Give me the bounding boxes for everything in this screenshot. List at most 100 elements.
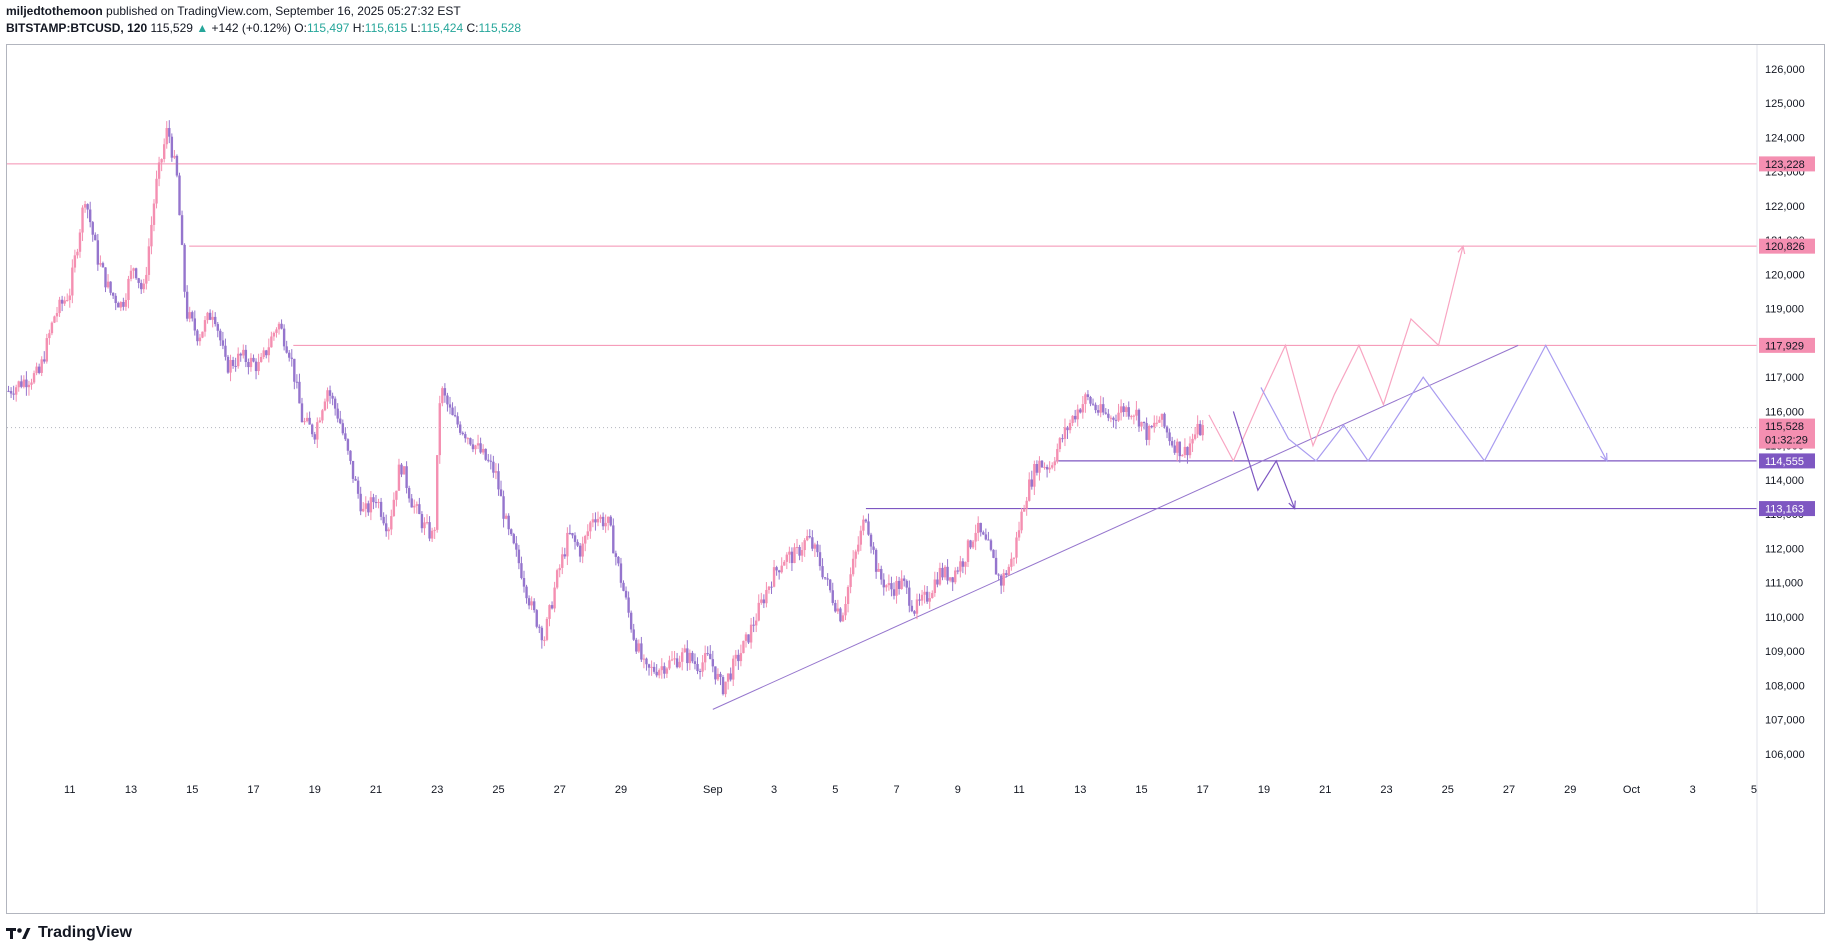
current-price-badge-bg [1759, 418, 1815, 449]
candle-body [474, 445, 477, 450]
candle-body [387, 529, 390, 532]
candle-body [367, 503, 370, 513]
candle-body [642, 658, 646, 660]
candle-body [1130, 416, 1133, 418]
candle-body [60, 299, 64, 304]
candle-body [293, 358, 296, 382]
time-axis: 11 13 15 17 19 21 23 25 27 29 Sep 3 5 7 9 11 13 15 17 19 21 2… [64, 784, 1757, 796]
candle-body [591, 519, 595, 523]
candle-body [66, 300, 69, 302]
chart-frame[interactable]: 106,000 107,000 108,000 109,000 110,000 111,0… [6, 44, 1825, 914]
candle-body [785, 554, 789, 562]
candle-body [910, 605, 914, 612]
candle-body [397, 464, 401, 491]
candle-body [515, 543, 518, 550]
candle-body [660, 666, 663, 671]
projection-arrowhead [1600, 452, 1608, 463]
candle-body [58, 299, 61, 314]
candle-body [800, 550, 804, 556]
candle-body [35, 366, 38, 374]
candle-body [1028, 479, 1031, 501]
candle-body [494, 471, 498, 473]
candle-body [86, 204, 89, 210]
candle-body [242, 349, 245, 356]
candle-body [627, 597, 630, 613]
level-badge-bg [1759, 156, 1815, 172]
candle-body [1176, 441, 1179, 453]
price-chart[interactable]: 106,000 107,000 108,000 109,000 110,000 111,0… [7, 45, 1824, 913]
candle-body [619, 563, 623, 583]
candle-body [150, 224, 153, 247]
candle-body [1155, 422, 1159, 424]
candle-body [267, 347, 271, 356]
candle-body [877, 568, 880, 572]
candle-body [456, 416, 459, 425]
candle-body [573, 535, 577, 542]
candle-body [1181, 455, 1184, 457]
candle-body [517, 549, 521, 564]
candle-body [806, 536, 809, 541]
time-tick-label: 9 [955, 784, 961, 796]
candle-body [458, 424, 462, 433]
candle-body [119, 301, 123, 308]
candle-body [377, 501, 380, 503]
candle-body [780, 565, 783, 573]
price-badges: 123,228 120,826 117,929 114,555 113,163 115,5… [1759, 156, 1815, 517]
candle-body [254, 361, 258, 372]
candle-body [441, 388, 444, 404]
candle-body [469, 438, 472, 445]
candle-body [275, 329, 278, 333]
time-tick-label: 5 [1751, 784, 1757, 796]
candle-body [974, 532, 977, 542]
candle-body [259, 356, 263, 362]
time-tick-label: 15 [1135, 784, 1147, 796]
candle-body [1017, 530, 1021, 538]
symbol-name: BITSTAMP:BTCUSD, 120 [6, 21, 148, 35]
candle-body [1012, 557, 1016, 559]
candle-body [410, 498, 413, 508]
author-name[interactable]: miljedtothemoon [6, 4, 103, 18]
candle-body [331, 395, 334, 399]
candle-body [479, 443, 482, 453]
candle-body [747, 634, 750, 643]
candle-body [994, 557, 998, 575]
candle-body [1193, 434, 1197, 439]
price-tick-label: 117,000 [1765, 372, 1804, 384]
candle-body [43, 359, 46, 362]
candle-body [683, 648, 686, 653]
candle-body [428, 522, 431, 539]
candle-body [152, 203, 156, 225]
candle-body [333, 398, 337, 409]
close-label: C: [466, 21, 479, 35]
candle-body [948, 577, 952, 581]
candle-body [908, 587, 911, 606]
candle-body [589, 522, 592, 532]
candle-body [851, 558, 855, 575]
candle-body [691, 652, 694, 662]
candle-body [925, 591, 929, 602]
tradingview-footer[interactable]: TradingView [6, 924, 132, 942]
candle-body [1038, 460, 1041, 473]
candle-body [25, 379, 28, 388]
candle-body [55, 313, 59, 317]
candle-body [1102, 404, 1105, 413]
candle-body [555, 570, 559, 588]
candle-body [224, 345, 227, 357]
candle-body [913, 611, 916, 614]
candle-body [813, 544, 817, 549]
price-tick-label: 125,000 [1765, 98, 1805, 110]
candle-body [576, 541, 579, 546]
candle-body [1068, 422, 1072, 431]
candle-body [382, 516, 385, 524]
candle-body [1188, 443, 1192, 456]
candle-body [1086, 394, 1090, 397]
price-tick-label: 109,000 [1765, 646, 1805, 658]
candle-body [885, 585, 888, 588]
candle-body [137, 278, 140, 283]
candle-body [535, 610, 538, 627]
level-badge-label: 113,163 [1765, 504, 1804, 516]
candle-body [1112, 417, 1115, 420]
candle-body [1030, 479, 1033, 487]
candle-body [527, 598, 531, 606]
candle-body [502, 496, 505, 519]
